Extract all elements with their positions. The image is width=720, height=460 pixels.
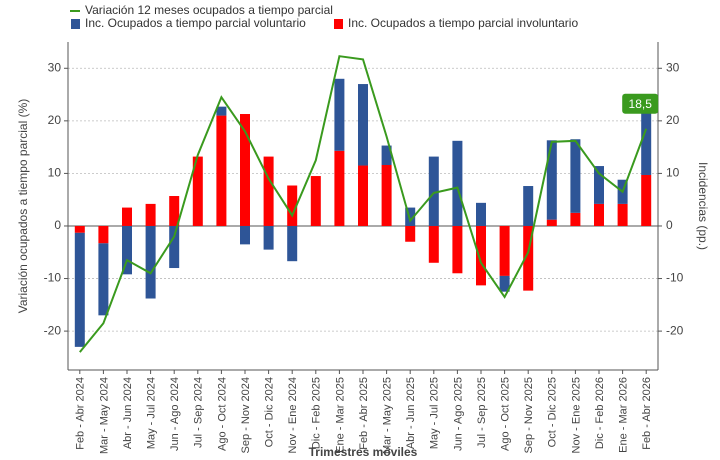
bar (98, 225, 109, 244)
x-tick-label: May - Jul 2025 (429, 377, 441, 449)
x-tick-label: Dic - Feb 2025 (311, 377, 323, 449)
x-tick-label: Oct - Dic 2025 (547, 377, 559, 447)
bar (452, 225, 463, 274)
bar (98, 243, 109, 316)
x-axis-title: Trimestres móviles (309, 445, 418, 459)
bar (145, 225, 156, 299)
bar (381, 165, 392, 226)
x-tick-label: Feb - Abr 2024 (75, 377, 87, 450)
x-tick-label: Dic - Feb 2026 (594, 377, 606, 449)
legend-label: Variación 12 meses ocupados a tiempo par… (85, 3, 333, 17)
y-tick-label: 20 (48, 113, 62, 127)
y-tick-label: 30 (48, 60, 62, 74)
bar (216, 115, 227, 226)
x-tick-label: Nov - Ene 2025 (570, 377, 582, 453)
y-tick-label: 0 (54, 218, 61, 232)
bar (476, 202, 486, 226)
x-tick-label: Jun - Ago 2024 (169, 377, 181, 451)
bar (192, 156, 203, 226)
bar (122, 207, 132, 226)
x-tick-label: Mar - May 2024 (98, 377, 110, 454)
legend-label: Inc. Ocupados a tiempo parcial voluntari… (85, 16, 306, 30)
bar (499, 275, 510, 292)
x-tick-label: Ago - Oct 2025 (500, 377, 512, 451)
bar (216, 106, 227, 116)
x-tick-label: May - Jul 2024 (146, 377, 158, 449)
bar (570, 139, 581, 213)
bar (74, 232, 85, 347)
bar (594, 166, 604, 204)
bar (169, 196, 180, 226)
bar (452, 140, 463, 226)
y-tick-label: -10 (44, 271, 62, 285)
legend-swatch (71, 19, 80, 29)
bar (523, 225, 534, 291)
bar (74, 225, 85, 233)
bar (287, 185, 298, 226)
x-tick-label: Jun - Ago 2025 (452, 377, 464, 451)
bar (381, 145, 392, 165)
y-tick-label: -20 (44, 323, 62, 337)
bar (499, 225, 510, 276)
x-tick-label: Oct - Dic 2024 (264, 377, 276, 447)
bar (358, 84, 368, 166)
bar (169, 225, 180, 269)
x-tick-label: Abr - Jun 2025 (405, 377, 417, 449)
bar (641, 174, 652, 226)
x-tick-label: Feb - Abr 2026 (641, 377, 653, 450)
legend-label: Inc. Ocupados a tiempo parcial involunta… (348, 16, 578, 30)
bar (546, 219, 557, 226)
bar (334, 150, 345, 226)
bar (428, 225, 439, 263)
x-tick-label: Jul - Sep 2024 (193, 377, 205, 448)
bar (405, 207, 416, 226)
bar (523, 186, 534, 226)
bar (594, 203, 604, 226)
x-tick-label: Ago - Oct 2024 (216, 377, 228, 451)
bar (570, 212, 581, 226)
x-tick-label: Sep - Nov 2025 (523, 377, 535, 453)
y2-tick-label: -10 (666, 271, 684, 285)
y2-tick-label: -20 (666, 323, 684, 337)
x-tick-label: Feb - Abr 2025 (358, 377, 370, 450)
data-label: 18,5 (629, 97, 653, 111)
x-tick-label: Mar - May 2025 (382, 377, 394, 454)
bar (641, 110, 652, 175)
bar (122, 225, 132, 275)
bar (546, 140, 557, 220)
legend-swatch (334, 19, 343, 29)
bar (428, 156, 439, 226)
bar (145, 203, 156, 226)
bar (358, 165, 368, 226)
bar (334, 78, 345, 151)
bar (476, 225, 486, 286)
bar (240, 114, 250, 226)
y2-tick-label: 30 (666, 60, 680, 74)
bar (263, 225, 274, 250)
y2-axis-title: Incidencias (pp.) (696, 162, 710, 250)
data-label-box (622, 93, 659, 114)
bar (287, 225, 298, 262)
y-tick-label: 10 (48, 166, 62, 180)
bar (617, 203, 628, 226)
y-axis-title: Variación ocupados a tiempo parcial (%) (16, 99, 30, 314)
bar (405, 225, 416, 242)
x-tick-label: Ene - Mar 2026 (618, 377, 630, 453)
bar (240, 225, 250, 245)
y2-tick-label: 0 (666, 218, 673, 232)
x-tick-label: Ene - Mar 2025 (334, 377, 346, 453)
x-tick-label: Jul - Sep 2025 (476, 377, 488, 448)
x-tick-label: Abr - Jun 2024 (122, 377, 134, 449)
bar (263, 156, 274, 226)
line (79, 55, 648, 353)
bar (310, 176, 321, 226)
y2-tick-label: 10 (666, 166, 680, 180)
x-tick-label: Sep - Nov 2024 (240, 377, 252, 453)
y2-tick-label: 20 (666, 113, 680, 127)
x-tick-label: Nov - Ene 2024 (287, 377, 299, 453)
